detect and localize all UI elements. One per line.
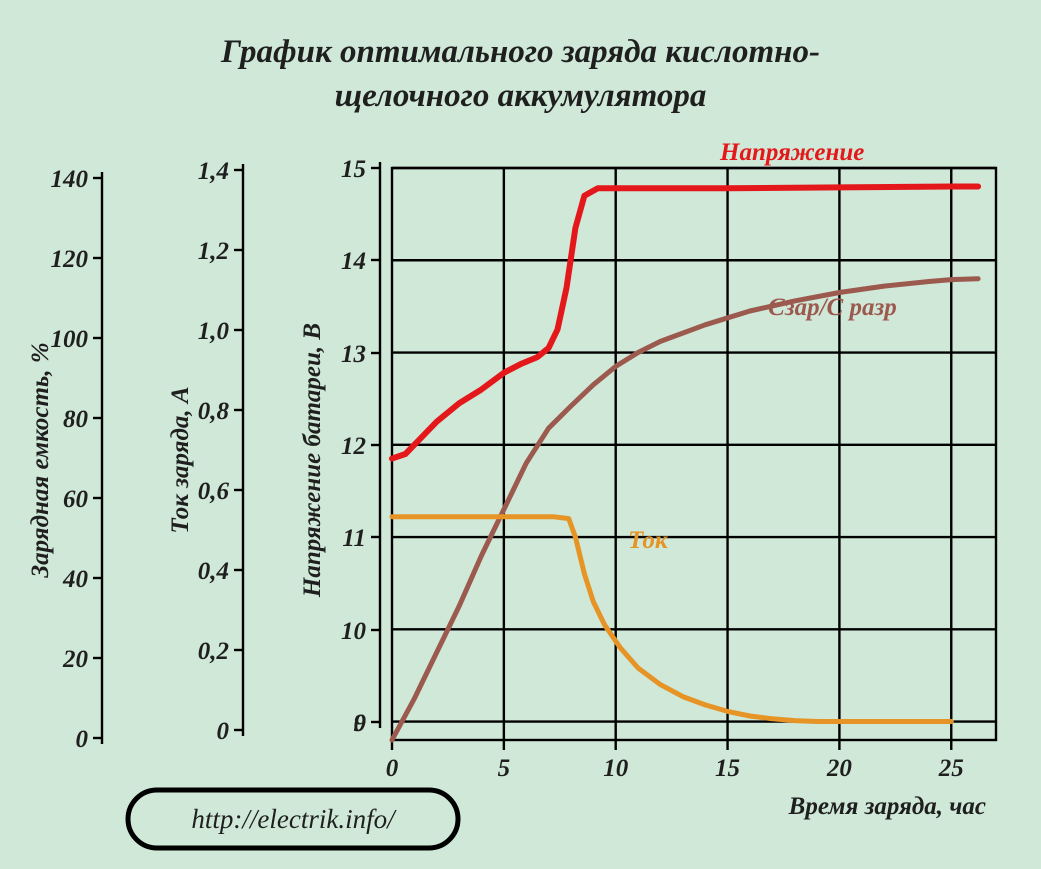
left-axis-tick-label: 13 (341, 341, 366, 368)
series-label-current: Ток (628, 527, 669, 554)
left-axis-tick-label: 10 (341, 618, 367, 645)
x-tick-label: 15 (715, 755, 740, 782)
left-axis-tick-label: 0,6 (198, 478, 230, 505)
series-label-capacity_ratio: Сзар/С разр (768, 294, 897, 321)
left-axis-tick-label: 40 (62, 566, 89, 593)
source-badge-text: http://electrik.info/ (191, 804, 397, 834)
left-axis-tick-label: 1,2 (198, 238, 229, 265)
left-axis-tick-label: 100 (51, 326, 89, 353)
left-axis-tick-label: 0,2 (198, 638, 229, 665)
x-tick-label: 0 (386, 755, 399, 782)
left-axis-tick-label: 15 (341, 156, 366, 183)
left-axis-tick-label: 12 (341, 433, 366, 460)
left-axis-tick-label: 20 (62, 646, 89, 673)
left-axis-tick-label: 140 (51, 166, 89, 193)
x-tick-label: 20 (826, 755, 853, 782)
x-axis-label: Время заряда, час (788, 793, 986, 820)
left-axis-tick-label: 0 (354, 710, 367, 737)
left-axis-tick-label: 1,0 (198, 318, 230, 345)
left-axis-tick-label: 60 (63, 486, 89, 513)
left-axis-tick-label: 1,4 (198, 158, 229, 185)
x-tick-label: 25 (938, 755, 964, 782)
left-axis-tick-label: 11 (342, 525, 366, 552)
left-axis-tick-label: 0 (217, 718, 230, 745)
left-axis-label: Напряжение батареи, В (299, 323, 326, 598)
left-axis-tick-label: 0,8 (198, 398, 230, 425)
left-axis-tick-label: 14 (341, 248, 366, 275)
x-tick-label: 10 (603, 755, 629, 782)
left-axis-tick-label: 120 (51, 246, 89, 273)
x-tick-label: 5 (498, 755, 511, 782)
chart-title-line: щелочного аккумулятора (335, 78, 707, 114)
left-axis-tick-label: 80 (63, 406, 89, 433)
left-axis-label: Ток заряда, А (167, 386, 194, 533)
chart-background (0, 0, 1041, 869)
left-axis-tick-label: 0,4 (198, 558, 229, 585)
left-axis-label: Зарядная емкость, % (27, 342, 54, 578)
chart-title-line: График оптимального заряда кислотно- (220, 34, 820, 70)
series-label-voltage: Напряжение (719, 139, 864, 166)
left-axis-tick-label: 0 (76, 726, 89, 753)
